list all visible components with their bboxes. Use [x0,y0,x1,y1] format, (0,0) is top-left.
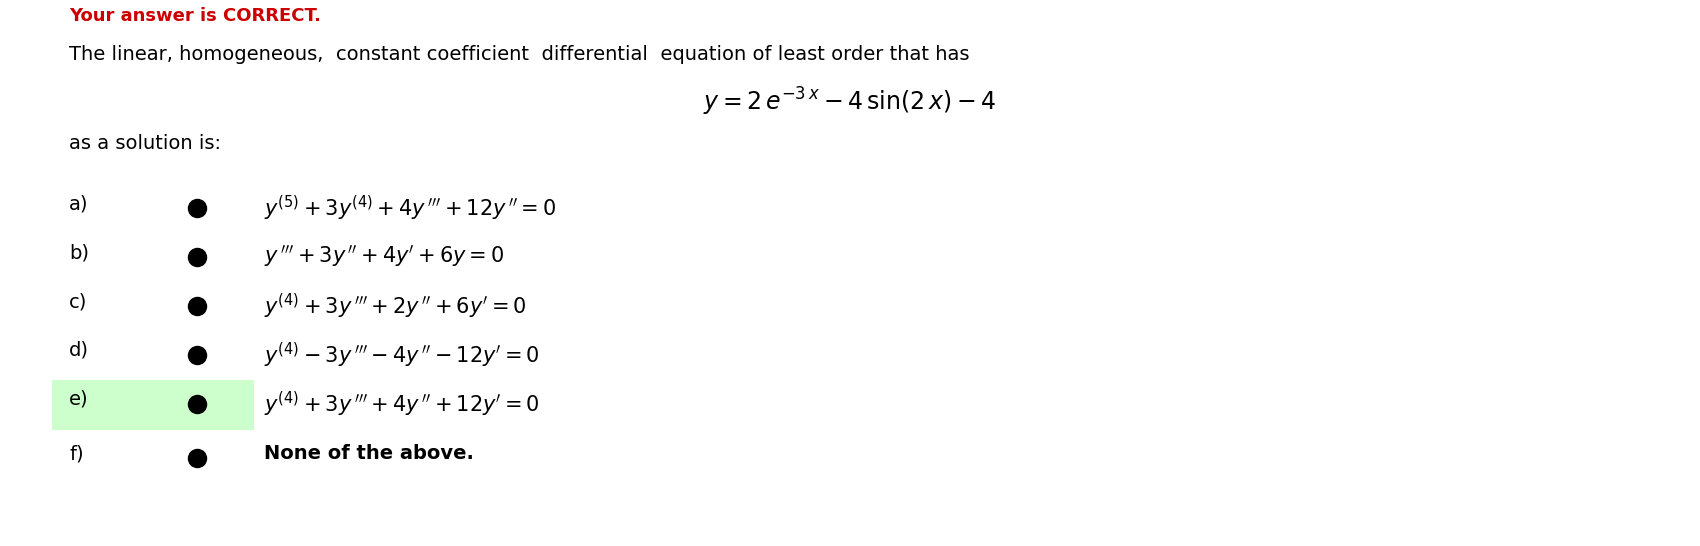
Text: $y\,''' + 3y\,'' + 4y' + 6y = 0$: $y\,''' + 3y\,'' + 4y' + 6y = 0$ [265,243,505,269]
Text: b): b) [70,243,90,262]
Text: e): e) [70,390,88,409]
FancyBboxPatch shape [53,380,255,430]
Text: f): f) [70,444,83,463]
Text: $y = 2\,e^{-3\,x} - 4\,\sin(2\,x) - 4$: $y = 2\,e^{-3\,x} - 4\,\sin(2\,x) - 4$ [704,86,996,118]
Text: The linear, homogeneous,  constant coefficient  differential  equation of least : The linear, homogeneous, constant coeffi… [70,45,969,64]
Text: as a solution is:: as a solution is: [70,134,221,153]
Text: $y^{(4)} - 3y\,''' - 4y\,'' - 12y' = 0$: $y^{(4)} - 3y\,''' - 4y\,'' - 12y' = 0$ [265,341,541,370]
Text: Your answer is CORRECT.: Your answer is CORRECT. [70,7,321,25]
Text: $y^{(5)} + 3y^{(4)} + 4y\,''' + 12y\,'' = 0$: $y^{(5)} + 3y^{(4)} + 4y\,''' + 12y\,'' … [265,194,558,223]
Text: d): d) [70,341,90,360]
Text: a): a) [70,194,88,213]
Text: c): c) [70,292,88,311]
Text: None of the above.: None of the above. [265,444,474,463]
Text: $y^{(4)} + 3y\,''' + 2y\,'' + 6y' = 0$: $y^{(4)} + 3y\,''' + 2y\,'' + 6y' = 0$ [265,292,527,321]
Text: $y^{(4)} + 3y\,''' + 4y\,'' + 12y' = 0$: $y^{(4)} + 3y\,''' + 4y\,'' + 12y' = 0$ [265,390,541,419]
